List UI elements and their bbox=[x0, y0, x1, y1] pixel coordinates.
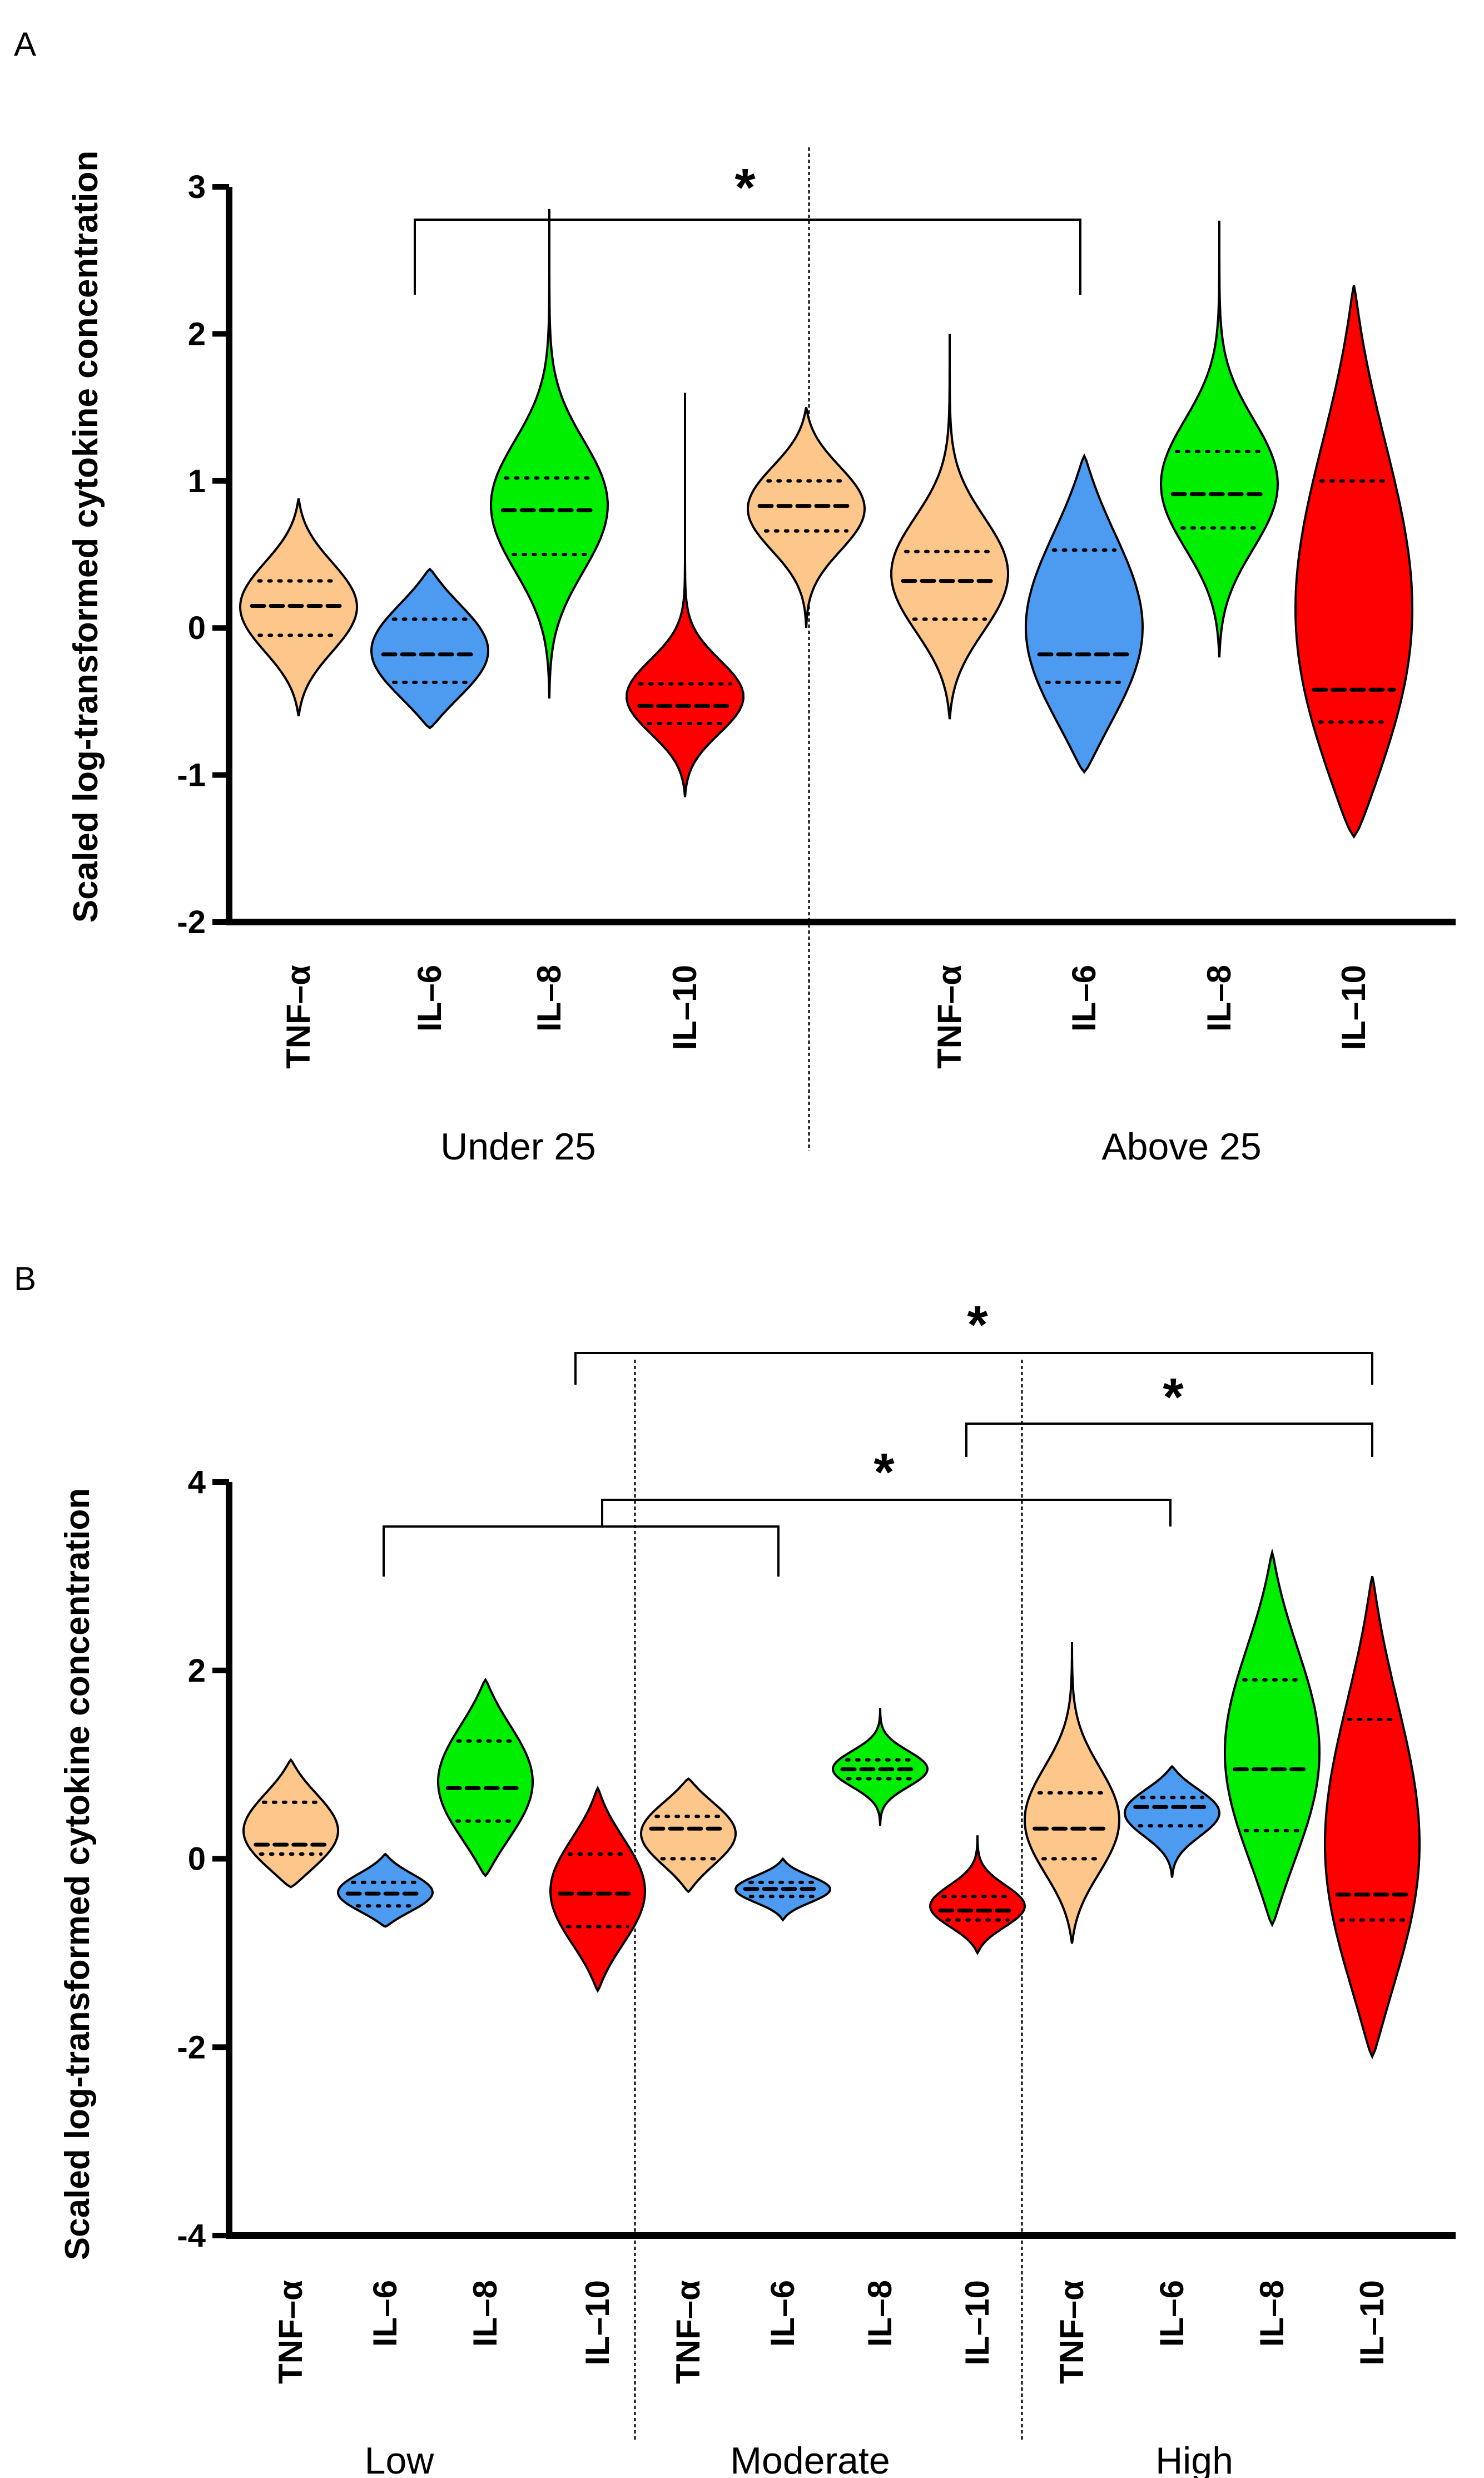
panel-a-group-label: Above 25 bbox=[1101, 1126, 1261, 1168]
panel-b-y-tick-label: 0 bbox=[188, 1841, 206, 1877]
panel-b-violin-tnf-low bbox=[242, 1758, 340, 1889]
panel-a-x-tick-label: IL–10 bbox=[1335, 965, 1372, 1050]
panel-b-violin-il6-low bbox=[336, 1852, 434, 1928]
panel-a-group-label: Under 25 bbox=[440, 1126, 596, 1168]
panel-b-violin-il8-high bbox=[1224, 1548, 1321, 1927]
panel-b-significance-bracket bbox=[601, 1499, 1172, 1527]
panel-b-violin-il10-high bbox=[1323, 1575, 1421, 2060]
panel-b-significance-bracket bbox=[965, 1423, 1373, 1457]
panel-b-significance-bracket bbox=[383, 1525, 780, 1577]
panel-b-x-tick-label: IL–8 bbox=[861, 2280, 899, 2347]
panel-a-y-tick-label: 2 bbox=[188, 316, 206, 352]
panel-a-y-tick-label: -1 bbox=[177, 757, 206, 794]
panel-b-significance-star: * bbox=[1163, 1367, 1184, 1427]
panel-b-x-tick-label: IL–10 bbox=[1353, 2280, 1391, 2365]
panel-b-x-tick-label: TNF–α bbox=[1053, 2280, 1090, 2384]
panel-a-x-tick-label: IL–6 bbox=[1065, 965, 1103, 1032]
panel-b-y-tick-label: 2 bbox=[188, 1653, 206, 1689]
panel-a-x-tick-label: IL–8 bbox=[530, 965, 568, 1032]
panel-a-x-tick-label: TNF–α bbox=[931, 965, 968, 1069]
panel-b-y-tick-label: -2 bbox=[177, 2029, 206, 2065]
panel-a-violin-il8-above25 bbox=[1159, 220, 1279, 658]
panel-a-violin-il6-under25 bbox=[370, 567, 490, 730]
panel-a-y-axis-label: Scaled log-transformed cytokine concentr… bbox=[67, 151, 105, 923]
panel-b-significance-star: * bbox=[967, 1295, 988, 1355]
panel-a-letter: A bbox=[14, 26, 36, 63]
panel-b-y-tick-label: 4 bbox=[188, 1464, 206, 1500]
panel-a-x-tick-label: IL–10 bbox=[666, 965, 703, 1050]
panel-b-violin-il10-low bbox=[549, 1785, 646, 1993]
panel-b-group-label: Low bbox=[365, 2440, 435, 2478]
panel-b-group-label: High bbox=[1155, 2440, 1233, 2478]
panel-b-x-tick-label: TNF–α bbox=[669, 2280, 707, 2384]
panel-b-group-label: Moderate bbox=[730, 2440, 890, 2478]
panel-a-y-tick-label: 0 bbox=[188, 610, 206, 646]
panel-b-violin-il10-moderate bbox=[929, 1835, 1026, 1955]
panel-a-y-tick-label: -2 bbox=[177, 904, 206, 940]
panel-a-significance-bracket bbox=[414, 219, 1081, 295]
panel-b: B Scaled log-transformed cytokine concen… bbox=[14, 1260, 1456, 2478]
panel-b-y-axis-label: Scaled log-transformed cytokine concentr… bbox=[58, 1488, 97, 2260]
panel-b-violin-il6-high bbox=[1123, 1765, 1221, 1878]
panel-b-violin-tnf-moderate bbox=[639, 1777, 737, 1894]
panel-a-violin-extra bbox=[746, 407, 866, 628]
panel-b-x-tick-label: IL–10 bbox=[959, 2280, 996, 2365]
panel-b-x-tick-label: IL–6 bbox=[764, 2280, 801, 2347]
panel-a-x-tick-label: IL–6 bbox=[411, 965, 448, 1032]
panel-a-violin-tnf-above25 bbox=[890, 334, 1010, 720]
panel-b-y-tick-label: -4 bbox=[177, 2218, 206, 2254]
panel-a-violin-il8-under25 bbox=[489, 209, 609, 699]
panel-a: A Scaled log-transformed cytokine concen… bbox=[14, 26, 1456, 1168]
panel-b-x-tick-label: IL–6 bbox=[366, 2280, 404, 2347]
panel-b-x-tick-label: IL–8 bbox=[1253, 2280, 1291, 2347]
panel-b-x-tick-label: IL–8 bbox=[466, 2280, 504, 2347]
panel-b-x-tick-label: IL–10 bbox=[579, 2280, 616, 2365]
panel-a-x-tick-label: TNF–α bbox=[280, 965, 317, 1069]
panel-b-violin-il8-low bbox=[437, 1677, 534, 1878]
panel-a-significance-star: * bbox=[734, 158, 756, 217]
panel-b-significance-star: * bbox=[873, 1443, 895, 1502]
panel-b-significance-bracket bbox=[574, 1352, 1373, 1385]
panel-b-letter: B bbox=[14, 1260, 36, 1297]
panel-b-x-tick-label: TNF–α bbox=[272, 2280, 309, 2384]
panel-a-violin-il6-above25 bbox=[1024, 453, 1144, 774]
panel-a-violin-il10-under25 bbox=[625, 393, 745, 797]
panel-a-y-tick-label: 1 bbox=[188, 463, 206, 499]
panel-a-violin-il10-above25 bbox=[1294, 285, 1414, 839]
panel-b-x-tick-label: IL–6 bbox=[1153, 2280, 1190, 2347]
panel-b-violin-il8-moderate bbox=[831, 1708, 929, 1826]
panel-a-x-tick-label: IL–8 bbox=[1200, 965, 1238, 1032]
panel-a-y-tick-label: 3 bbox=[188, 169, 206, 205]
